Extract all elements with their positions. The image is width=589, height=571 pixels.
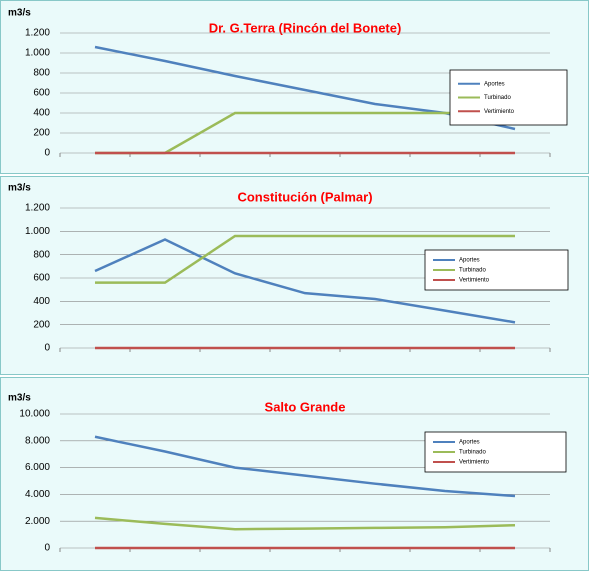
legend-label: Vertimiento xyxy=(484,109,515,115)
y-tick-label: 1.200 xyxy=(25,203,50,214)
y-tick-label: 6.000 xyxy=(25,462,50,473)
y-tick-label: 800 xyxy=(33,249,50,260)
y-tick-label: 600 xyxy=(33,88,50,99)
chart-title: Salto Grande xyxy=(265,399,346,414)
series-line xyxy=(95,234,515,284)
y-tick-label: 2.000 xyxy=(25,516,50,527)
legend-label: Turbinado xyxy=(459,450,486,456)
series-line xyxy=(94,238,516,324)
chart-title: Constitución (Palmar) xyxy=(237,189,372,204)
series-line xyxy=(94,435,516,498)
legend-label: Aportes xyxy=(459,440,480,446)
chart-title: Dr. G.Terra (Rincón del Bonete) xyxy=(209,20,402,35)
y-tick-label: 10.000 xyxy=(19,409,50,420)
series-line xyxy=(94,516,516,531)
y-tick-label: 200 xyxy=(33,128,50,139)
y-tick-label: 0 xyxy=(44,543,50,554)
y-tick-label: 800 xyxy=(33,68,50,79)
legend-label: Turbinado xyxy=(459,268,486,274)
y-axis-label: m3/s xyxy=(8,393,31,404)
y-tick-label: 400 xyxy=(33,296,50,307)
legend-label: Vertimiento xyxy=(459,278,490,284)
legend-label: Vertimiento xyxy=(459,460,490,466)
y-tick-label: 8.000 xyxy=(25,435,50,446)
y-tick-label: 600 xyxy=(33,273,50,284)
y-tick-label: 1.000 xyxy=(25,226,50,237)
legend-label: Turbinado xyxy=(484,95,511,101)
y-tick-label: 1.200 xyxy=(25,28,50,39)
y-tick-label: 1.000 xyxy=(25,48,50,59)
y-tick-label: 0 xyxy=(44,148,50,159)
y-tick-label: 4.000 xyxy=(25,489,50,500)
y-tick-label: 400 xyxy=(33,108,50,119)
y-tick-label: 0 xyxy=(44,343,50,354)
y-tick-label: 200 xyxy=(33,319,50,330)
legend-label: Aportes xyxy=(484,81,505,87)
legend-label: Aportes xyxy=(459,258,480,264)
y-axis-label: m3/s xyxy=(8,183,31,194)
y-axis-label: m3/s xyxy=(8,8,31,19)
